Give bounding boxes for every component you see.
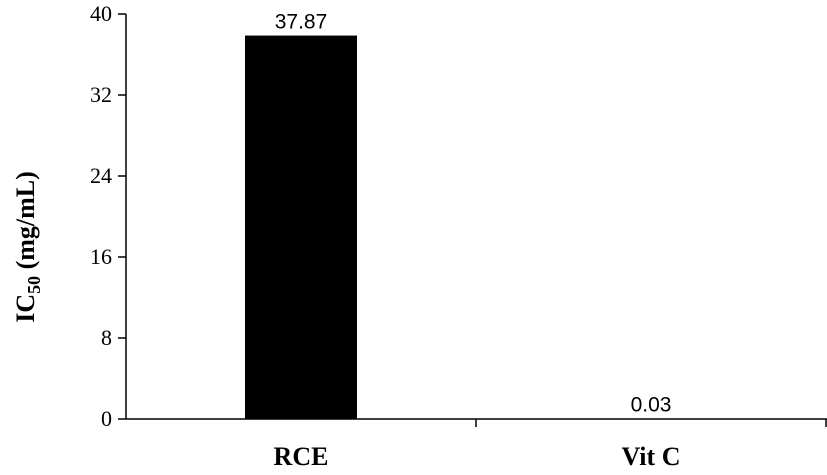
y-axis-title: IC50 (mg/mL) (11, 171, 44, 323)
y-tick-label: 40 (90, 1, 112, 26)
data-label: 37.87 (275, 11, 328, 34)
bar-rce (245, 35, 357, 419)
x-category-label: RCE (274, 442, 329, 471)
y-tick-label: 24 (90, 163, 112, 188)
y-tick-label: 0 (101, 406, 112, 431)
y-tick-label: 16 (90, 244, 112, 269)
x-category-label: Vit C (622, 442, 681, 471)
y-tick-label: 8 (101, 325, 112, 350)
y-tick-label: 32 (90, 82, 112, 107)
data-label: 0.03 (631, 394, 672, 417)
